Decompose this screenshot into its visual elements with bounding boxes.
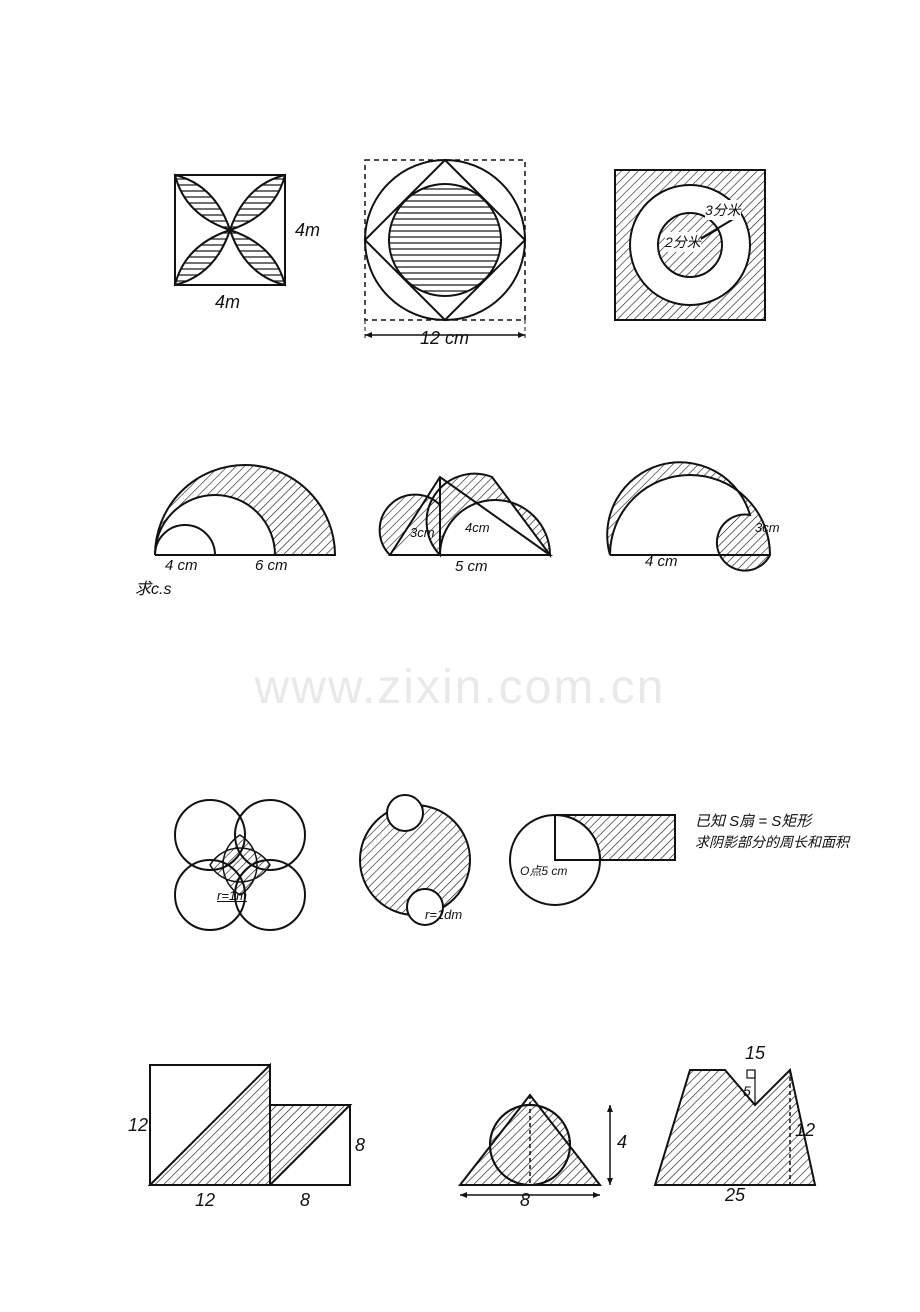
fig-lune2: 3cm 4cm 5 cm — [370, 455, 570, 570]
fig10-br: 8 — [300, 1190, 310, 1211]
fig-lune3: 4 cm 3cm — [590, 445, 810, 575]
fig9-note2: 求阴影部分的周长和面积 — [695, 832, 849, 852]
fig4-right: 6 cm — [255, 557, 288, 574]
fig11-b: 8 — [520, 1190, 530, 1211]
fig8-r: r=1dm — [425, 907, 462, 922]
fig3-label-top: 3分米 — [705, 200, 741, 220]
fig10-bl: 12 — [195, 1190, 215, 1211]
fig11-h: 4 — [617, 1132, 627, 1153]
fig6-l: 4 cm — [645, 553, 678, 570]
fig-triangle-circle: 4 8 — [445, 1060, 615, 1200]
fig9-note1: 已知 S扇 = S矩形 — [695, 810, 811, 831]
fig12-t: 15 — [745, 1043, 765, 1064]
fig5-b: 5 cm — [455, 558, 488, 575]
fig3-label-bottom: 2分米 — [665, 232, 701, 252]
fig4-corner: 求c.s — [135, 575, 171, 599]
fig2-label-bottom: 12 cm — [420, 328, 469, 349]
fig10-rh: 8 — [355, 1135, 365, 1156]
fig4-left: 4 cm — [165, 557, 198, 574]
fig-square-annulus: 3分米 2分米 — [610, 165, 770, 325]
fig5-l: 3cm — [410, 525, 435, 540]
watermark: www.zixin.com.cn — [255, 660, 666, 715]
fig1-label-side: 4m — [295, 220, 320, 241]
fig12-b: 25 — [725, 1185, 745, 1206]
fig-four-circles: r=1m — [165, 790, 315, 940]
fig10-lh: 12 — [128, 1115, 148, 1136]
fig-two-squares: 12 12 8 8 — [140, 1055, 360, 1205]
fig1-label-bottom: 4m — [215, 292, 240, 313]
fig-bitten-disk: r=1dm — [350, 795, 480, 925]
fig7-r: r=1m — [217, 888, 247, 903]
page: www.zixin.com.cn 4m 4m — [0, 0, 920, 1312]
fig-leaf-square: 4m 4m — [170, 170, 290, 290]
fig9-c: O点5 cm — [520, 862, 567, 879]
fig-circle-diamond: 12 cm — [350, 150, 540, 340]
fig6-r: 3cm — [755, 520, 780, 535]
fig-lune1: 4 cm 6 cm 求c.s — [145, 455, 345, 565]
fig12-r: 12 — [795, 1120, 815, 1141]
fig12-inner: 5 — [743, 1083, 751, 1099]
fig5-r: 4cm — [465, 520, 490, 535]
fig-notched-trapezoid: 15 5 12 25 — [635, 1035, 835, 1195]
fig-sector-rect: O点5 cm 已知 S扇 = S矩形 求阴影部分的周长和面积 — [500, 790, 690, 910]
